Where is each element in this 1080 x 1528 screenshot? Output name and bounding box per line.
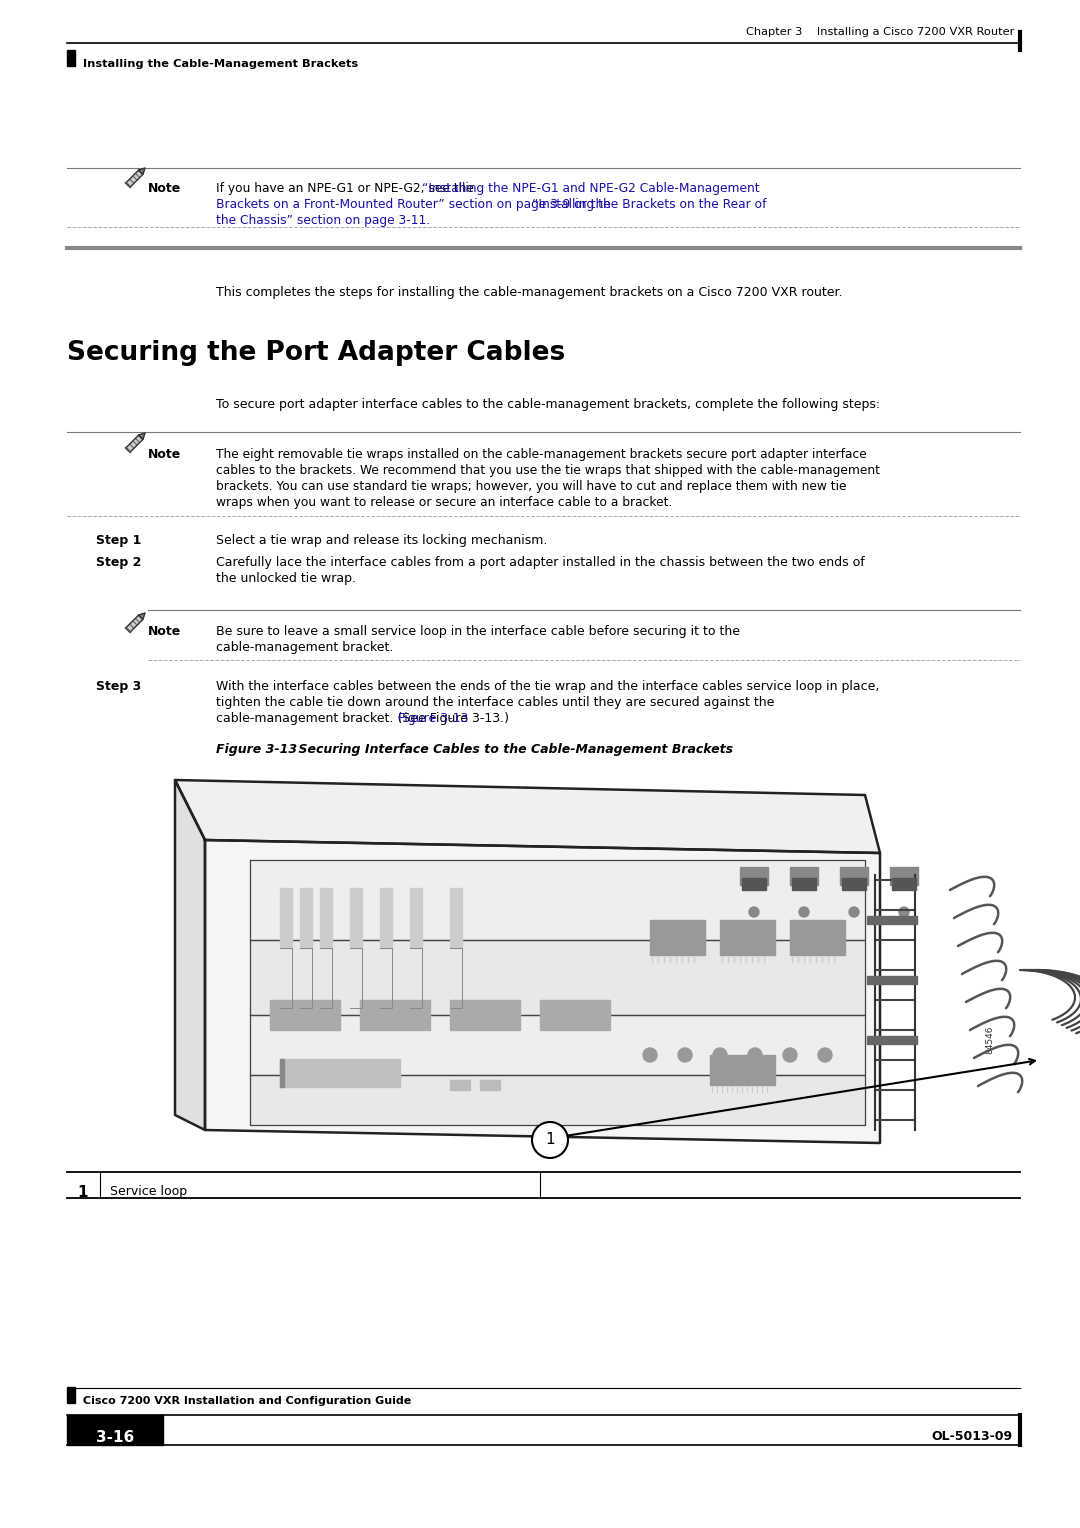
Bar <box>249 940 865 1015</box>
Polygon shape <box>126 616 143 633</box>
Bar <box>867 1036 917 1044</box>
Text: 3-16: 3-16 <box>96 1430 134 1445</box>
Text: tighten the cable tie down around the interface cables until they are secured ag: tighten the cable tie down around the in… <box>216 695 774 709</box>
Bar <box>410 888 422 947</box>
Text: Step 2: Step 2 <box>96 556 141 568</box>
Text: 84546: 84546 <box>986 1025 995 1054</box>
Bar <box>480 1080 500 1089</box>
Polygon shape <box>126 170 143 186</box>
Circle shape <box>643 1048 657 1062</box>
Text: The eight removable tie wraps installed on the cable-management brackets secure : The eight removable tie wraps installed … <box>216 448 867 461</box>
Bar <box>67 1387 75 1403</box>
Text: cables to the brackets. We recommend that you use the tie wraps that shipped wit: cables to the brackets. We recommend tha… <box>216 465 880 477</box>
Bar <box>720 920 775 955</box>
Bar <box>789 866 818 885</box>
Text: wraps when you want to release or secure an interface cable to a bracket.: wraps when you want to release or secure… <box>216 497 673 509</box>
Bar <box>270 999 340 1030</box>
Text: “Installing the NPE-G1 and NPE-G2 Cable-Management: “Installing the NPE-G1 and NPE-G2 Cable-… <box>422 182 759 196</box>
Bar <box>300 888 312 947</box>
Text: If you have an NPE-G1 or NPE-G2, see the: If you have an NPE-G1 or NPE-G2, see the <box>216 182 477 196</box>
Bar <box>890 866 918 885</box>
Text: Installing the Cable-Management Brackets: Installing the Cable-Management Brackets <box>83 60 359 69</box>
Bar <box>249 1076 865 1125</box>
Bar <box>740 866 768 885</box>
Text: Step 1: Step 1 <box>96 533 141 547</box>
Text: OL-5013-09: OL-5013-09 <box>932 1430 1013 1442</box>
Text: cable-management bracket. (See Figure 3-13.): cable-management bracket. (See Figure 3-… <box>216 712 509 724</box>
Text: Service loop: Service loop <box>110 1186 187 1198</box>
Bar <box>540 999 610 1030</box>
Text: Step 3: Step 3 <box>96 680 141 694</box>
Bar <box>450 1080 470 1089</box>
Bar <box>280 888 292 947</box>
Bar <box>450 888 462 947</box>
Bar <box>67 50 75 66</box>
Bar <box>842 879 866 889</box>
Text: 1: 1 <box>545 1132 555 1148</box>
Bar <box>360 999 430 1030</box>
Bar <box>742 879 766 889</box>
Circle shape <box>899 908 909 917</box>
Text: This completes the steps for installing the cable-management brackets on a Cisco: This completes the steps for installing … <box>216 286 842 299</box>
Text: Figure 3-13: Figure 3-13 <box>216 743 297 756</box>
Circle shape <box>532 1122 568 1158</box>
Bar <box>867 976 917 984</box>
Circle shape <box>799 908 809 917</box>
Circle shape <box>818 1048 832 1062</box>
Bar <box>320 888 332 947</box>
Bar <box>350 888 362 947</box>
Text: Carefully lace the interface cables from a port adapter installed in the chassis: Carefully lace the interface cables from… <box>216 556 865 568</box>
Polygon shape <box>138 432 145 440</box>
Bar <box>280 1059 400 1086</box>
Bar <box>892 879 916 889</box>
Bar <box>792 879 816 889</box>
Text: cable-management bracket.: cable-management bracket. <box>216 642 393 654</box>
Text: 1: 1 <box>78 1186 89 1199</box>
Bar <box>867 915 917 924</box>
Polygon shape <box>126 435 143 452</box>
Text: Figure 3-13: Figure 3-13 <box>399 712 469 724</box>
Polygon shape <box>205 840 880 1143</box>
Text: Securing the Port Adapter Cables: Securing the Port Adapter Cables <box>67 341 565 367</box>
Text: Note: Note <box>148 182 181 196</box>
Bar <box>840 866 868 885</box>
Text: Chapter 3    Installing a Cisco 7200 VXR Router: Chapter 3 Installing a Cisco 7200 VXR Ro… <box>745 28 1014 37</box>
Polygon shape <box>175 779 205 1131</box>
Circle shape <box>713 1048 727 1062</box>
Text: the Chassis” section on page 3-11.: the Chassis” section on page 3-11. <box>216 214 430 228</box>
Text: Note: Note <box>148 625 181 639</box>
Circle shape <box>678 1048 692 1062</box>
Text: Securing Interface Cables to the Cable-Management Brackets: Securing Interface Cables to the Cable-M… <box>281 743 733 756</box>
Polygon shape <box>138 613 145 619</box>
Text: Cisco 7200 VXR Installation and Configuration Guide: Cisco 7200 VXR Installation and Configur… <box>83 1397 411 1406</box>
Bar <box>280 1059 284 1086</box>
Bar <box>789 920 845 955</box>
Bar <box>650 920 705 955</box>
Bar <box>249 1015 865 1076</box>
Text: brackets. You can use standard tie wraps; however, you will have to cut and repl: brackets. You can use standard tie wraps… <box>216 480 847 494</box>
Circle shape <box>783 1048 797 1062</box>
Text: the unlocked tie wrap.: the unlocked tie wrap. <box>216 571 356 585</box>
Bar <box>249 860 865 940</box>
Bar <box>380 888 392 947</box>
Circle shape <box>748 1048 762 1062</box>
Text: Be sure to leave a small service loop in the interface cable before securing it : Be sure to leave a small service loop in… <box>216 625 740 639</box>
Polygon shape <box>138 168 145 174</box>
Text: To secure port adapter interface cables to the cable-management brackets, comple: To secure port adapter interface cables … <box>216 397 880 411</box>
Circle shape <box>750 908 759 917</box>
Bar <box>710 1054 775 1085</box>
Text: With the interface cables between the ends of the tie wrap and the interface cab: With the interface cables between the en… <box>216 680 879 694</box>
Text: Note: Note <box>148 448 181 461</box>
Text: “Installing the Brackets on the Rear of: “Installing the Brackets on the Rear of <box>532 199 767 211</box>
Polygon shape <box>175 779 880 853</box>
Bar <box>67 1415 163 1445</box>
Text: Brackets on a Front-Mounted Router” section on page 3-9 or the: Brackets on a Front-Mounted Router” sect… <box>216 199 615 211</box>
Text: Select a tie wrap and release its locking mechanism.: Select a tie wrap and release its lockin… <box>216 533 548 547</box>
Bar <box>450 999 519 1030</box>
Circle shape <box>849 908 859 917</box>
